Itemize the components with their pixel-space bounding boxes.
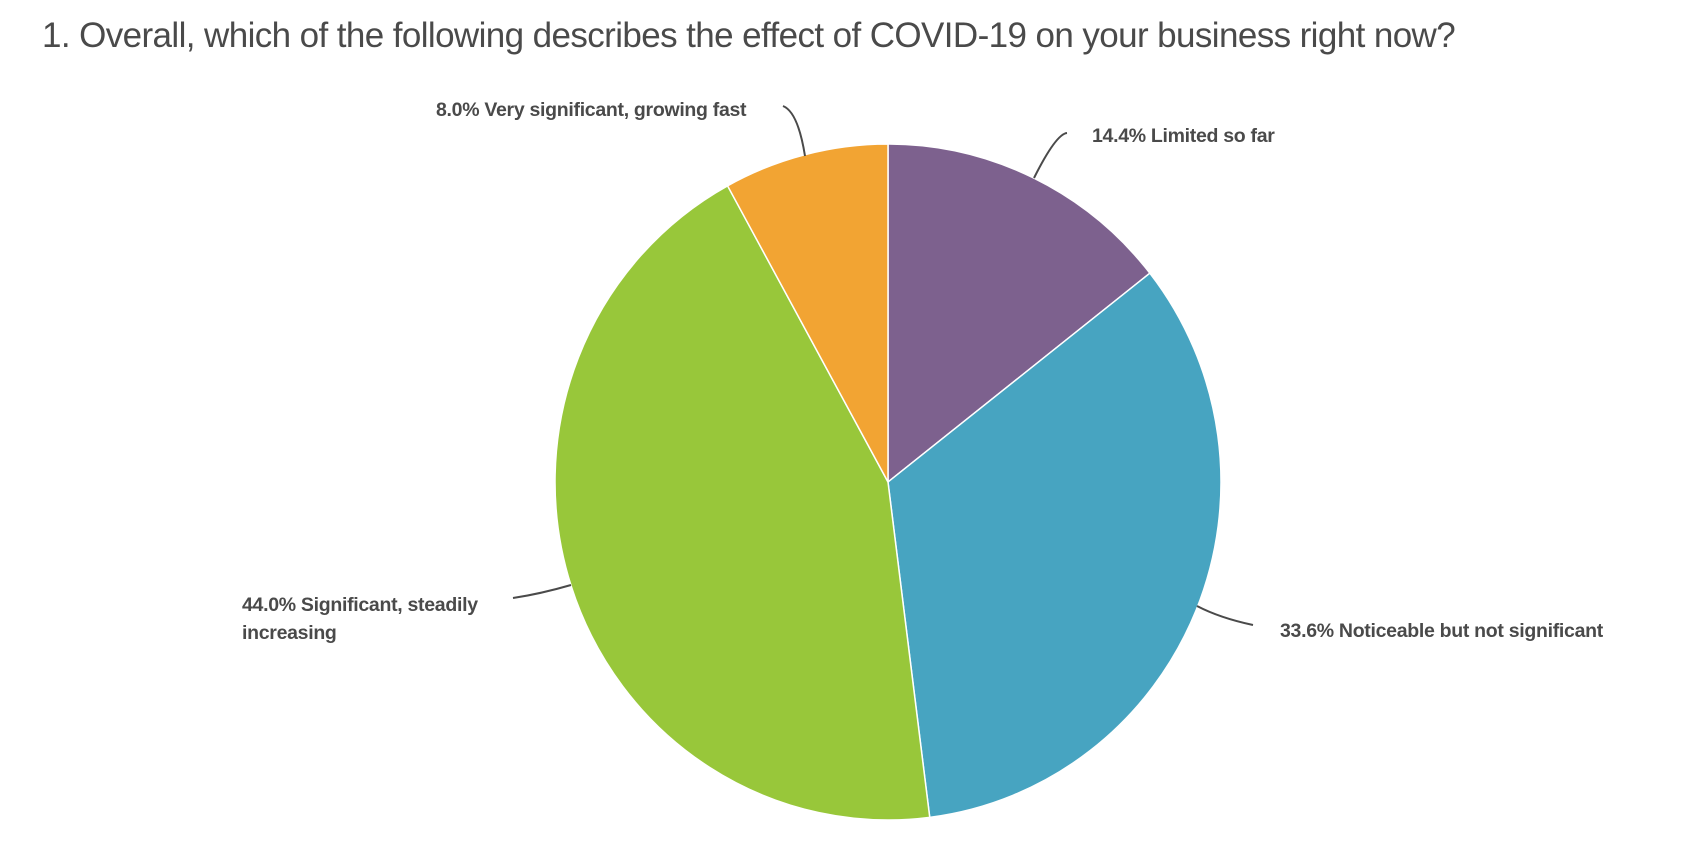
leader-line-significant (512, 584, 572, 599)
label-noticeable: 33.6% Noticeable but not significant (1280, 620, 1603, 642)
pie-slice-significant-steadily-increasing (554, 184, 931, 821)
pie-slice-limited-so-far (887, 143, 1151, 484)
label-limited: 14.4% Limited so far (1092, 125, 1275, 147)
leader-line-noticeable (1196, 605, 1254, 626)
leader-line-limited (1033, 132, 1068, 179)
label-significant: 44.0% Significant, steadily increasing (242, 591, 478, 647)
leader-line-very-significant (782, 105, 806, 157)
label-significant-line2: increasing (242, 622, 337, 644)
pie-slice-noticeable-but-not-significant (887, 272, 1222, 819)
leader-lines (512, 105, 1254, 626)
pie-slices (554, 143, 1222, 821)
label-very-significant: 8.0% Very significant, growing fast (436, 99, 747, 121)
label-significant-line1: 44.0% Significant, steadily (242, 594, 478, 616)
chart-title: 1. Overall, which of the following descr… (42, 16, 1456, 55)
